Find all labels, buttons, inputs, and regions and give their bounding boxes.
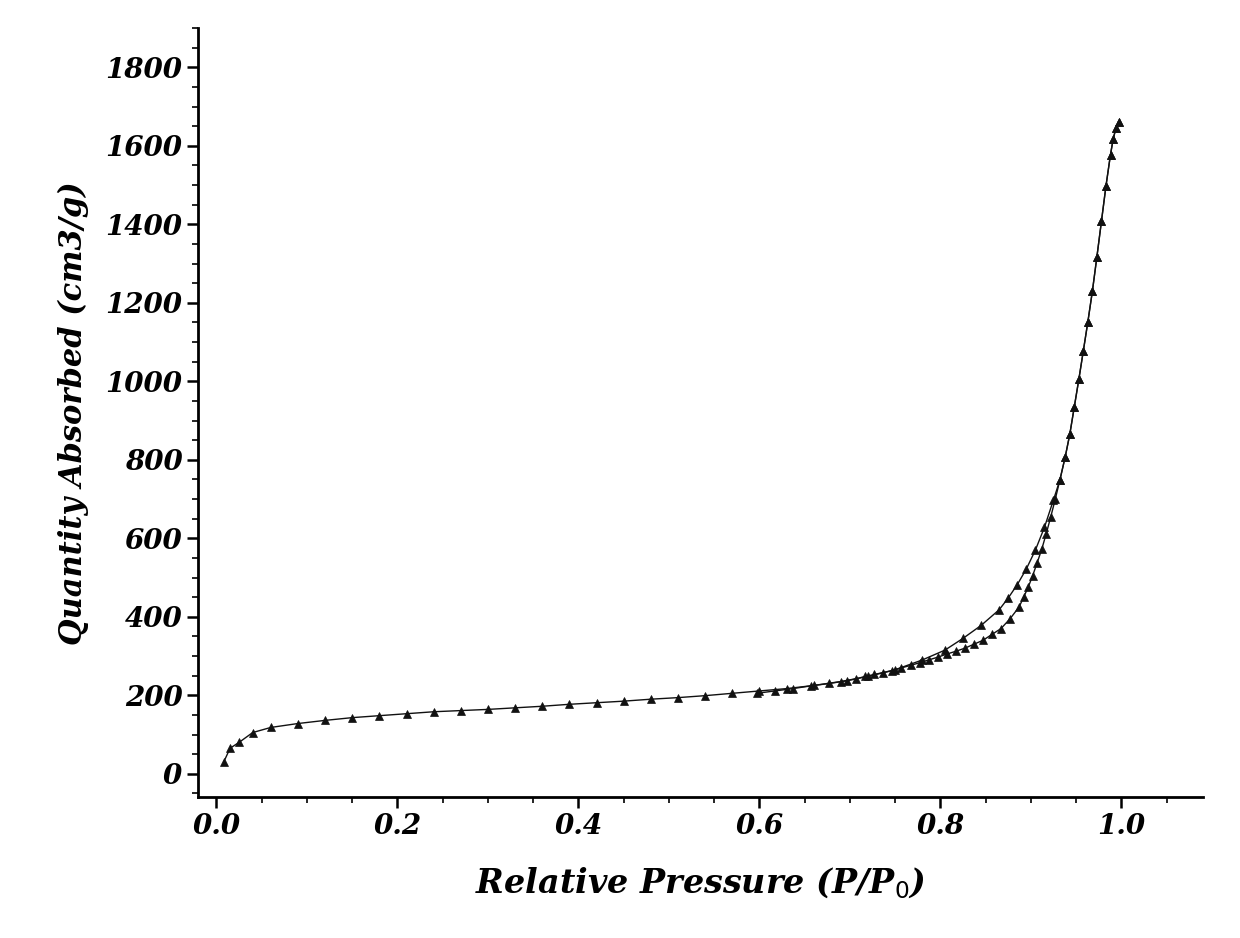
Y-axis label: Quantity Absorbed (cm3/g): Quantity Absorbed (cm3/g) [57,181,89,644]
X-axis label: Relative Pressure (P/P$_0$): Relative Pressure (P/P$_0$) [475,865,926,900]
